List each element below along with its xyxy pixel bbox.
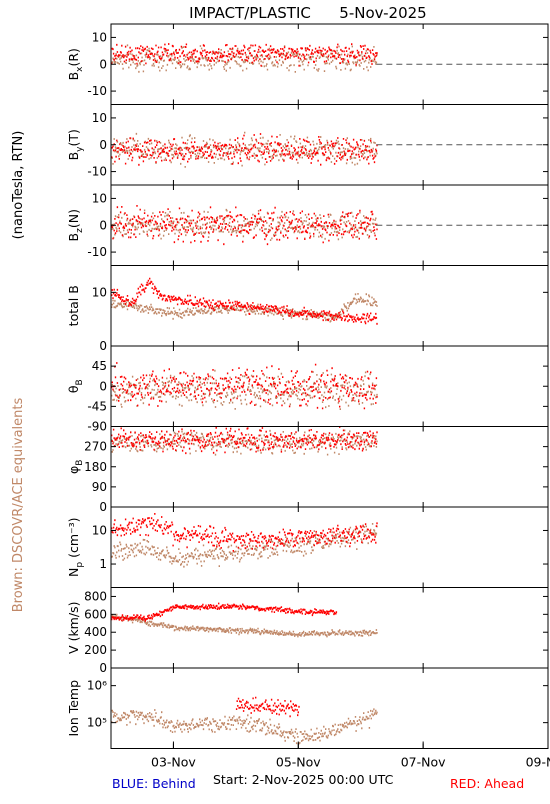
series-brown-bz	[111, 208, 378, 241]
panels-group: 100-10Bx(R)100-10By(T)100-10Bz(N)100tota…	[66, 23, 549, 749]
y-tick-label-theta: -45	[87, 399, 107, 413]
y-label-temp: Ion Temp	[66, 680, 81, 737]
series-group-btotal	[111, 277, 378, 325]
y-label-theta: θB	[66, 379, 85, 393]
y-tick-label-bz: 10	[92, 191, 107, 205]
series-group-theta	[111, 362, 378, 410]
y-tick-label-v: 200	[84, 643, 107, 657]
y-tick-label-by: 0	[99, 138, 107, 152]
x-tick-label: 09-Nov	[526, 755, 550, 770]
series-red-temp	[235, 696, 300, 718]
y-tick-label-by: 10	[92, 111, 107, 125]
series-red-v	[111, 602, 338, 622]
y-label-np: Np (cm⁻³)	[66, 518, 85, 577]
panel-btotal: 10 0 total B	[66, 265, 549, 353]
y-tick-label-phi: 0	[99, 500, 107, 514]
series-red-btotal	[111, 277, 378, 325]
panel-theta: 45 0 -45 -90 θB	[66, 345, 549, 434]
y-tick-label-v: 800	[84, 589, 107, 603]
y-tick-label-bz: 0	[99, 218, 107, 232]
y-label-btotal: total B	[66, 285, 81, 326]
series-group-bz	[111, 205, 378, 246]
series-brown-btotal	[111, 293, 378, 323]
series-red-bz	[111, 205, 378, 246]
y-tick-label-phi: 180	[84, 460, 107, 474]
panel-np: 10 1 Np (cm⁻³)	[66, 506, 549, 588]
y-tick-label-temp: 10⁵	[87, 716, 107, 730]
y-tick-label-np: 10	[92, 523, 107, 537]
y-tick-label-bx: 0	[99, 57, 107, 71]
y-label-bz: Bz(N)	[66, 209, 85, 241]
series-red-phi	[111, 426, 378, 455]
x-tick-label: 07-Nov	[401, 755, 446, 770]
series-group-v	[111, 602, 378, 638]
y-tick-label-phi: 90	[92, 480, 107, 494]
chart-title: IMPACT/PLASTIC	[189, 4, 311, 22]
y-tick-label-theta: -90	[87, 420, 107, 434]
panel-v: 800 600 400 200 0 V (km/s)	[66, 587, 549, 675]
panel-temp: 10⁶ 10⁵ Ion Temp	[66, 667, 549, 749]
y-tick-label-bx: 10	[92, 30, 107, 44]
y-label-phi: φB	[66, 460, 85, 474]
y-tick-label-bx: -10	[87, 84, 107, 98]
panel-frame-np	[110, 506, 549, 588]
series-red-bx	[111, 43, 378, 67]
start-time: Start: 2-Nov-2025 00:00 UTC	[213, 772, 394, 787]
series-brown-phi	[111, 429, 378, 456]
series-group-phi	[111, 426, 378, 456]
y-label-v: V (km/s)	[66, 602, 81, 654]
series-red-by	[111, 133, 378, 166]
y-tick-label-temp: 10⁶	[87, 679, 107, 693]
y-tick-label-v: 0	[99, 661, 107, 675]
units-label: (nanoTesla, RTN)	[11, 131, 26, 240]
series-brown-theta	[111, 369, 378, 410]
y-tick-label-v: 400	[84, 625, 107, 639]
y-tick-label-btotal: 10	[92, 285, 107, 299]
y-label-bx: Bx(R)	[66, 48, 85, 80]
y-tick-label-btotal: 0	[99, 339, 107, 353]
y-tick-label-theta: 0	[99, 379, 107, 393]
panel-frame-btotal	[110, 265, 549, 347]
panel-phi: 270 180 90 0 φB	[66, 426, 549, 514]
series-brown-bx	[111, 44, 378, 73]
behind-note: BLUE: Behind	[112, 776, 196, 791]
series-brown-np	[111, 523, 378, 568]
y-tick-label-v: 600	[84, 607, 107, 621]
series-brown-temp	[111, 708, 378, 745]
x-tick-label: 05-Nov	[276, 755, 321, 770]
panel-frame-temp	[110, 667, 549, 749]
y-label-by: By(T)	[66, 129, 85, 160]
panel-frame-phi	[110, 426, 549, 508]
panel-frame-theta	[110, 345, 549, 427]
x-tick-label: 03-Nov	[151, 755, 196, 770]
series-group-by	[111, 131, 378, 168]
series-red-theta	[111, 362, 378, 410]
series-red-np	[111, 513, 378, 552]
y-tick-label-phi: 270	[84, 440, 107, 454]
series-group-bx	[111, 43, 378, 73]
x-axis: 03-Nov 05-Nov 07-Nov 09-Nov	[151, 741, 550, 770]
y-tick-label-np: 1	[99, 557, 107, 571]
chart-date: 5-Nov-2025	[339, 4, 426, 22]
ahead-note: RED: Ahead	[450, 776, 524, 791]
series-group-np	[111, 513, 378, 568]
y-tick-label-bz: -10	[87, 245, 107, 259]
series-group-temp	[111, 696, 378, 745]
y-tick-label-theta: 45	[92, 359, 107, 373]
series-brown-by	[111, 131, 378, 168]
dscovr-equivalents-label: Brown: DSCOVR/ACE equivalents	[11, 398, 26, 613]
y-tick-label-by: -10	[87, 165, 107, 179]
series-brown-v	[111, 613, 378, 638]
